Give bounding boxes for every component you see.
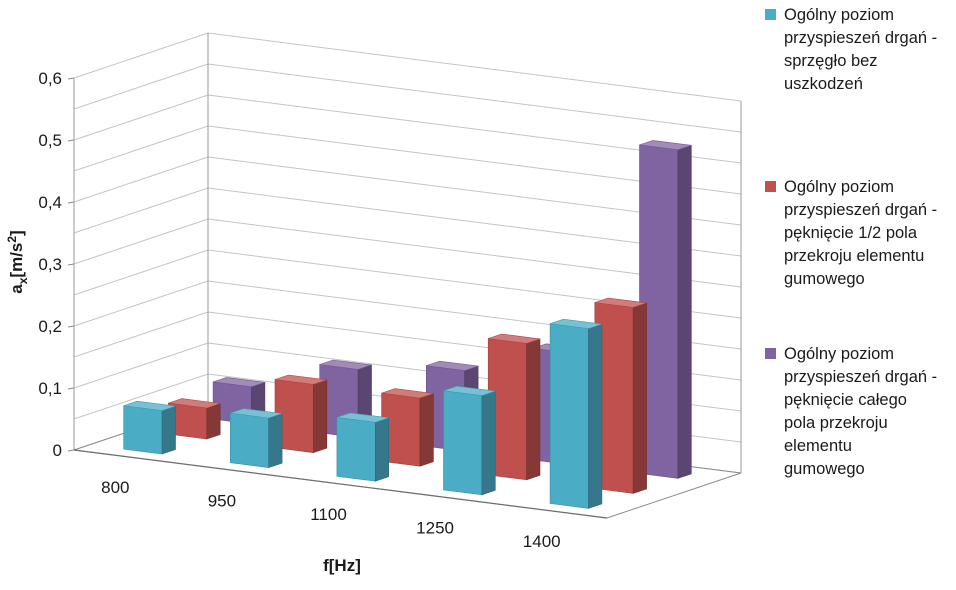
bar-top (426, 360, 479, 371)
bar-side (161, 405, 176, 455)
y-tick-label: 0 (53, 441, 62, 460)
bar (443, 385, 496, 496)
x-axis-line (73, 449, 608, 519)
y-tick-label: 0,6 (38, 69, 62, 88)
legend-label: Ogólny poziom przyspieszeń drgań - pękni… (784, 178, 938, 288)
y-tick-label: 0,2 (38, 317, 62, 336)
bar-top (230, 408, 283, 419)
y-axis-ticks: 0 0,1 0,2 0,3 0,4 0,5 0,6 (38, 69, 62, 460)
bar-top (274, 374, 327, 385)
x-tick-label: 1100 (310, 505, 347, 524)
bar (549, 318, 603, 509)
bar (274, 374, 328, 454)
bar (381, 388, 434, 467)
bar-side (206, 403, 221, 440)
y-tick-mark (67, 263, 75, 266)
bar (230, 408, 283, 469)
legend-swatch (765, 348, 776, 359)
legend-item: Ogólny poziom przyspieszeń drgań - pękni… (760, 176, 956, 291)
legend-swatch (765, 181, 776, 192)
legend: Ogólny poziom przyspieszeń drgań - sprzę… (760, 4, 956, 481)
x-axis-ticks: 800 950 1100 1250 1400 (101, 478, 561, 551)
bar-side (481, 390, 496, 496)
bar-side (268, 413, 283, 469)
x-tick-label: 950 (208, 491, 236, 510)
bar-top (123, 400, 176, 411)
bar (639, 140, 692, 479)
bars (123, 140, 692, 509)
bar-top (319, 359, 372, 370)
y-tick-mark (67, 325, 75, 328)
legend-item: Ogólny poziom przyspieszeń drgań - pękni… (760, 343, 956, 481)
legend-label: Ogólny poziom przyspieszeń drgań - pękni… (784, 345, 938, 478)
legend-label: Ogólny poziom przyspieszeń drgań - sprzę… (784, 6, 938, 93)
bar-side (526, 338, 541, 481)
bar (594, 297, 647, 494)
bar (123, 400, 176, 455)
bar-top (639, 140, 692, 151)
bar-top (488, 333, 541, 344)
bar-top (594, 297, 647, 308)
bar-top (336, 412, 389, 423)
bar-front (230, 412, 270, 468)
legend-item: Ogólny poziom przyspieszeń drgań - sprzę… (760, 4, 956, 96)
y-tick-label: 0,1 (38, 379, 62, 398)
x-tick-label: 1400 (523, 532, 561, 551)
bar-top (213, 377, 265, 388)
y-tick-mark (67, 387, 75, 390)
x-tick-label: 800 (101, 478, 129, 497)
y-tick-label: 0,4 (38, 193, 62, 212)
bar-side (419, 393, 434, 467)
bar-side (677, 144, 692, 479)
bar-front (549, 323, 589, 509)
bar-front (336, 417, 376, 482)
bar-top (168, 398, 221, 409)
y-axis-title: ax[m/s2] (5, 230, 30, 293)
gridline (73, 32, 742, 102)
y-tick-mark (67, 201, 75, 204)
bar-side (313, 379, 328, 454)
bar (487, 333, 541, 481)
y-tick-mark (67, 449, 75, 452)
y-tick-mark (67, 77, 75, 80)
x-tick-label: 1250 (416, 519, 454, 538)
gridline (73, 63, 742, 133)
bar-side (588, 323, 603, 509)
y-tick-label: 0,3 (38, 255, 62, 274)
legend-swatch (765, 9, 776, 20)
bar-side (632, 302, 647, 494)
y-tick-label: 0,5 (38, 131, 62, 150)
bar-front (123, 405, 163, 455)
bar-top (550, 318, 602, 329)
bar-front (443, 390, 483, 496)
bar (168, 398, 221, 440)
x-axis-title: f[Hz] (323, 556, 361, 575)
bar-side (374, 417, 390, 482)
y-tick-mark (67, 139, 75, 142)
bar-top (443, 385, 496, 396)
bar-top (381, 388, 434, 399)
bar (336, 412, 390, 482)
